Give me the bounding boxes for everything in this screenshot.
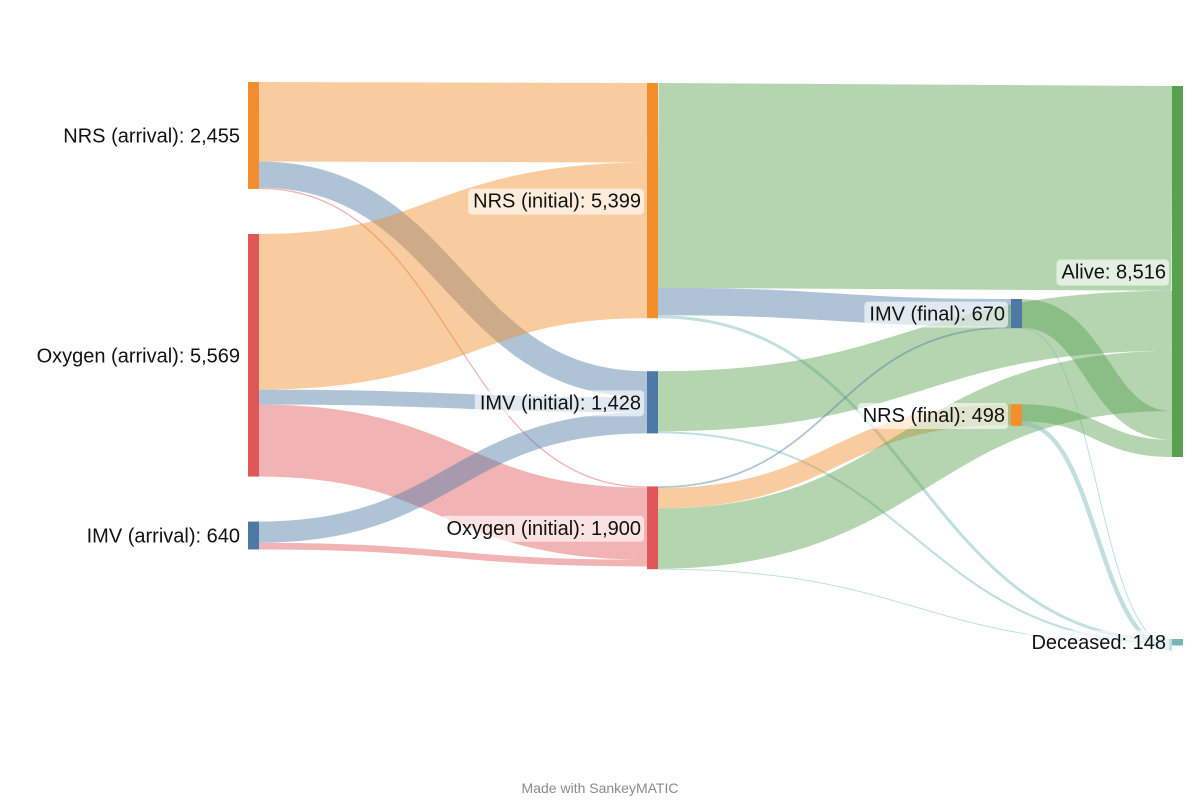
label-backdrop	[864, 301, 1008, 328]
label-backdrop	[441, 515, 644, 542]
label-backdrop	[1056, 259, 1169, 286]
node-label-group-nrs_final: NRS (final): 498	[857, 403, 1008, 430]
node-label-group-imv_arrival: IMV (arrival): 640	[87, 526, 240, 548]
node-label-oxygen_arrival: Oxygen (arrival): 5,569	[37, 345, 240, 367]
node-label-alive: Alive: 8,516	[1061, 262, 1166, 284]
node-bar-imv_final	[1011, 299, 1022, 329]
node-bar-imv_initial	[647, 371, 658, 434]
node-label-imv_arrival: IMV (arrival): 640	[87, 526, 240, 548]
label-backdrop	[468, 188, 644, 215]
label-backdrop	[857, 403, 1008, 430]
node-label-imv_final: IMV (final): 670	[869, 304, 1005, 326]
flow-link-imv_initial-to-alive	[657, 290, 1173, 432]
flow-link-nrs_final-to-deceased	[1021, 421, 1173, 651]
node-label-deceased: Deceased: 148	[1031, 632, 1166, 654]
flow-link-nrs_arrival-to-nrs_initial	[258, 81, 648, 163]
label-backdrop	[1026, 630, 1169, 657]
label-backdrop	[474, 390, 644, 417]
node-bar-nrs_arrival	[248, 82, 259, 189]
flow-link-nrs_final-to-alive	[1021, 404, 1173, 457]
node-label-group-imv_initial: IMV (initial): 1,428	[474, 390, 644, 417]
flow-link-nrs_initial-to-alive	[657, 83, 1173, 291]
flow-link-oxygen_initial-to-imv_final	[657, 326, 1012, 489]
flow-link-nrs_arrival-to-oxygen_initial	[258, 187, 648, 488]
node-label-group-imv_final: IMV (final): 670	[864, 301, 1008, 328]
node-label-imv_initial: IMV (initial): 1,428	[480, 392, 641, 414]
node-bar-nrs_initial	[647, 83, 658, 319]
node-bar-oxygen_initial	[647, 486, 658, 570]
node-label-group-alive: Alive: 8,516	[1056, 259, 1169, 286]
sankey-links	[258, 81, 1174, 651]
node-bar-alive	[1172, 86, 1183, 457]
flow-link-imv_final-to-alive	[1020, 298, 1174, 440]
node-label-nrs_final: NRS (final): 498	[863, 405, 1005, 427]
flow-link-oxygen_initial-to-alive	[657, 350, 1173, 569]
flow-link-oxygen_arrival-to-nrs_initial	[258, 162, 648, 390]
node-label-nrs_initial: NRS (initial): 5,399	[473, 191, 641, 213]
node-label-group-oxygen_initial: Oxygen (initial): 1,900	[441, 515, 644, 542]
node-bar-imv_arrival	[248, 521, 259, 550]
node-bar-deceased	[1172, 639, 1183, 646]
flow-link-imv_final-to-deceased	[1021, 327, 1173, 647]
node-label-group-nrs_arrival: NRS (arrival): 2,455	[63, 125, 240, 147]
flow-link-nrs_arrival-to-imv_initial	[258, 161, 648, 398]
sankey-nodes	[248, 82, 1183, 646]
flow-link-imv_arrival-to-imv_initial	[258, 412, 648, 543]
node-bar-nrs_final	[1011, 404, 1022, 426]
node-bar-oxygen_arrival	[248, 233, 259, 477]
node-label-oxygen_initial: Oxygen (initial): 1,900	[446, 518, 641, 540]
node-label-group-nrs_initial: NRS (initial): 5,399	[468, 188, 644, 215]
node-label-nrs_arrival: NRS (arrival): 2,455	[63, 125, 240, 147]
flow-link-nrs_initial-to-deceased	[657, 315, 1173, 643]
node-label-group-deceased: Deceased: 148	[1026, 630, 1169, 657]
sankey-labels: NRS (arrival): 2,455 Oxygen (arrival): 5,…	[37, 125, 1169, 657]
node-label-group-oxygen_arrival: Oxygen (arrival): 5,569	[37, 345, 240, 367]
footer-credit: Made with SankeyMATIC	[522, 780, 679, 796]
flow-link-imv_arrival-to-oxygen_initial	[258, 542, 648, 567]
